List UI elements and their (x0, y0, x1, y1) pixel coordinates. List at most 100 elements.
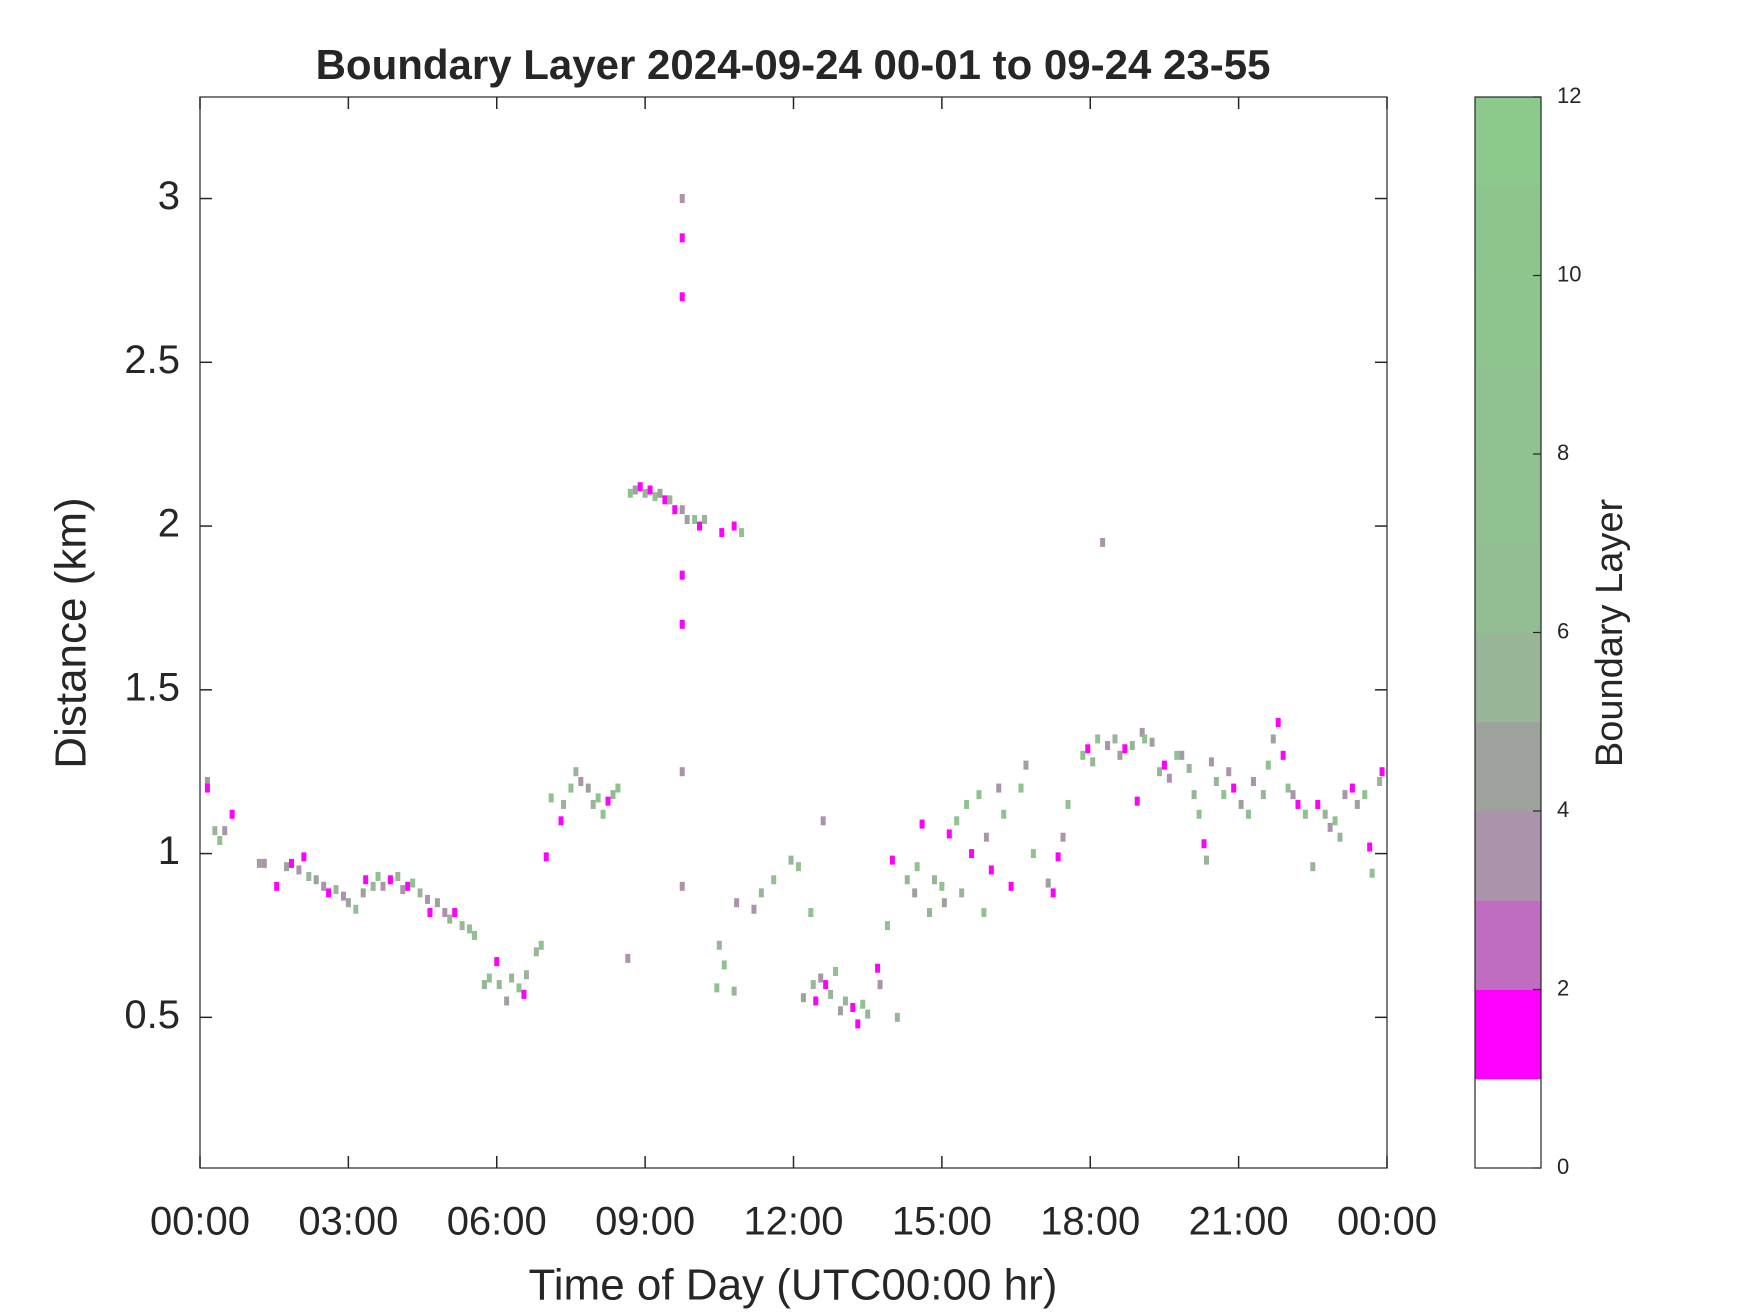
data-cell (1142, 734, 1148, 744)
data-cell (1023, 760, 1029, 770)
data-cell (296, 865, 302, 875)
data-cell (504, 996, 510, 1006)
data-cell (301, 852, 307, 862)
colorbar-tick-label: 4 (1557, 797, 1569, 822)
data-cell (523, 970, 529, 980)
colorbar-tick-label: 6 (1557, 618, 1569, 643)
data-cell (939, 881, 945, 891)
data-cell (1065, 799, 1071, 809)
data-cell (1090, 757, 1096, 767)
data-cell (1008, 881, 1014, 891)
data-cell (823, 980, 829, 990)
data-cell (590, 799, 596, 809)
data-cell (842, 996, 848, 1006)
data-cell (516, 983, 522, 993)
data-cell (1191, 790, 1197, 800)
data-cell (672, 505, 678, 515)
x-tick-label: 00:00 (150, 1200, 250, 1244)
data-cell (471, 930, 477, 940)
data-cell (561, 799, 567, 809)
data-cell (1221, 790, 1227, 800)
data-cell (1117, 750, 1123, 760)
data-cell (625, 953, 631, 963)
data-cell (340, 891, 346, 901)
data-cell (1105, 740, 1111, 750)
data-cell (442, 908, 448, 918)
data-cell (983, 832, 989, 842)
data-cell (417, 888, 423, 898)
data-cell (1018, 783, 1024, 793)
data-cell (1208, 757, 1214, 767)
data-cell (981, 908, 987, 918)
data-cell (222, 826, 228, 836)
data-cell (679, 570, 685, 580)
data-cell (865, 1009, 871, 1019)
data-cell (684, 515, 690, 525)
data-cell (615, 783, 621, 793)
data-cell (889, 855, 895, 865)
data-cell (204, 783, 210, 793)
data-cell (509, 973, 515, 983)
data-cell (321, 881, 327, 891)
data-cell (988, 865, 994, 875)
data-cell (1186, 763, 1192, 773)
data-cell (788, 855, 794, 865)
data-cell (1226, 767, 1232, 777)
data-cell (1270, 734, 1276, 744)
data-cell (679, 767, 685, 777)
y-tick-label: 1 (158, 829, 180, 873)
data-cell (387, 875, 393, 885)
data-cell (459, 921, 465, 931)
data-cell (1342, 790, 1348, 800)
data-cell (964, 799, 970, 809)
data-cell (1174, 750, 1180, 760)
data-cell (1354, 799, 1360, 809)
data-cell (543, 852, 549, 862)
data-cell (600, 809, 606, 819)
data-cell (1285, 783, 1291, 793)
data-cell (212, 826, 218, 836)
data-cell (595, 793, 601, 803)
data-cell (447, 914, 453, 924)
data-cell (1362, 790, 1368, 800)
data-cell (959, 888, 965, 898)
data-cell (679, 292, 685, 302)
data-cell (1310, 862, 1316, 872)
data-cell (1166, 773, 1172, 783)
data-cell (1327, 822, 1333, 832)
x-tick-label: 03:00 (298, 1200, 398, 1244)
data-cell (877, 980, 883, 990)
data-cell (912, 888, 918, 898)
data-cell (652, 492, 658, 502)
data-cell (400, 885, 406, 895)
data-cell (855, 1019, 861, 1029)
data-cell (1149, 737, 1155, 747)
data-cell (353, 904, 359, 914)
colorbar-band (1475, 1078, 1541, 1169)
data-cell (810, 980, 816, 990)
data-cell (425, 894, 431, 904)
data-cell (1060, 832, 1066, 842)
data-cell (800, 993, 806, 1003)
data-cell (1367, 842, 1373, 852)
colorbar-band (1475, 454, 1541, 544)
colorbar-band (1475, 364, 1541, 455)
data-cell (1122, 744, 1128, 754)
data-cell (370, 881, 376, 891)
data-cell (679, 505, 685, 515)
data-cell (375, 872, 381, 882)
data-cell (1231, 783, 1237, 793)
data-cell (919, 819, 925, 829)
data-cell (1290, 790, 1296, 800)
data-cell (229, 809, 235, 819)
colorbar-tick-label: 2 (1557, 975, 1569, 1000)
data-cell (976, 790, 982, 800)
data-cell (1196, 809, 1202, 819)
data-cell (828, 989, 834, 999)
data-cell (701, 515, 707, 525)
data-cell (833, 966, 839, 976)
data-cell (573, 767, 579, 777)
data-cell (837, 1006, 843, 1016)
